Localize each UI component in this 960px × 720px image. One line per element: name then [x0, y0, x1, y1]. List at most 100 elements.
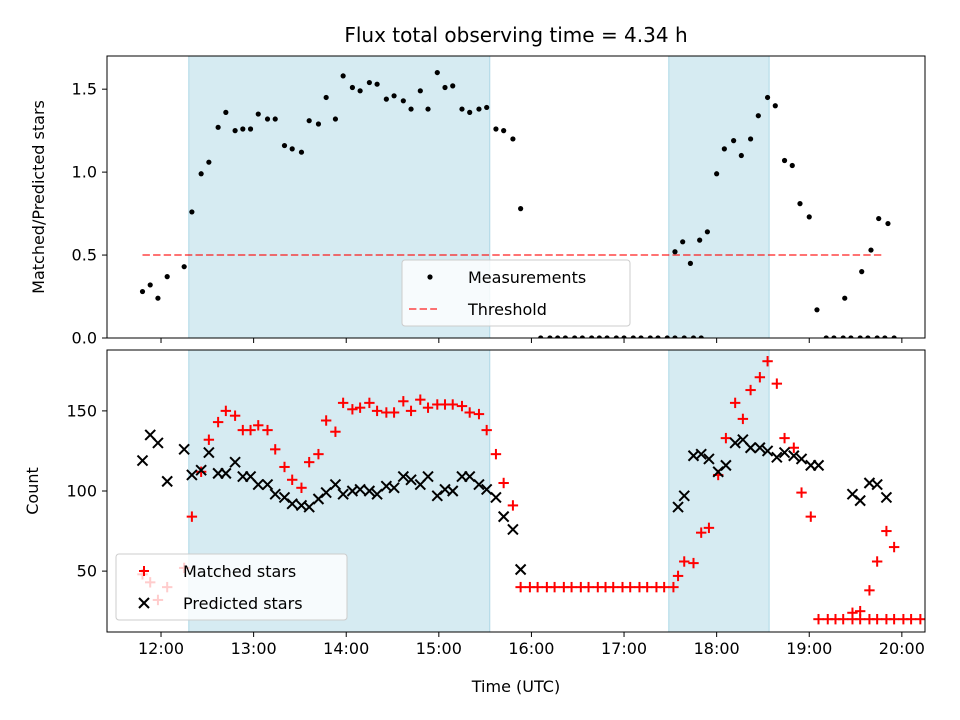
predicted-star-point: [672, 501, 684, 513]
legend: Measurements Threshold: [401, 259, 631, 327]
legend-label: Predicted stars: [183, 594, 303, 613]
measurement-point: [704, 229, 710, 235]
measurement-point: [731, 138, 737, 144]
measurement-point: [323, 94, 329, 101]
matched-star-point: [347, 404, 358, 415]
matched-star-point: [337, 397, 349, 409]
x-tick-label: 14:00: [323, 639, 369, 658]
matched-star-point: [583, 581, 594, 593]
measurement-point: [655, 335, 661, 338]
series-predicted-stars: [136, 429, 893, 576]
measurement-point: [831, 335, 837, 338]
legend-marker-measurements: [427, 274, 433, 280]
measurement-point: [450, 83, 456, 89]
measurement-point: [579, 335, 585, 338]
measurement-point: [865, 335, 871, 338]
matched-star-point: [905, 613, 917, 625]
legend-box: [401, 259, 631, 327]
predicted-star-point: [703, 453, 715, 465]
axes-frame: [106, 55, 926, 339]
matched-star-point: [779, 432, 790, 444]
matched-star-point: [422, 402, 434, 413]
matched-star-point: [796, 487, 807, 498]
measurement-point: [562, 335, 568, 338]
matched-star-point: [212, 416, 224, 428]
measurement-point: [789, 162, 795, 169]
predicted-star-point: [337, 488, 349, 500]
x-tick-label: 12:00: [138, 639, 184, 658]
measurement-point: [868, 247, 874, 253]
shaded-interval-2: [668, 350, 770, 632]
measurement-point: [721, 146, 727, 152]
predicted-star-point: [152, 437, 164, 449]
predicted-star-point: [447, 485, 459, 497]
y-tick-label: 100: [66, 482, 97, 501]
matched-star-point: [805, 511, 816, 522]
measurement-point: [215, 124, 221, 130]
measurement-point: [139, 288, 146, 295]
matched-star-point: [371, 405, 383, 417]
y-tick-label: 1.0: [72, 163, 97, 182]
measurement-point: [572, 335, 578, 338]
measurement-point: [240, 126, 246, 132]
legend-box: [115, 553, 348, 621]
matched-star-point: [279, 461, 290, 473]
predicted-star-point: [303, 501, 315, 513]
measurement-point: [383, 96, 389, 102]
predicted-star-point: [854, 494, 866, 507]
predicted-star-point: [252, 478, 264, 491]
predicted-star-point: [463, 470, 476, 483]
matched-star-point: [864, 585, 875, 596]
measurement-point: [459, 106, 465, 112]
matched-star-point: [287, 474, 298, 485]
matched-star-point: [658, 581, 670, 593]
measurement-point: [772, 103, 778, 109]
legend-marker-matched: [139, 566, 149, 576]
measurement-point: [690, 335, 697, 338]
measurement-point: [408, 106, 414, 112]
predicted-star-point: [788, 450, 800, 462]
matched-star-point: [813, 613, 824, 625]
predicted-star-point: [720, 459, 732, 472]
matched-star-point: [490, 448, 502, 460]
matched-star-point: [888, 541, 900, 553]
measurement-point: [664, 335, 670, 338]
measurement-point: [340, 73, 346, 79]
measurement-point: [738, 152, 744, 159]
measurement-point: [264, 116, 271, 122]
predicted-star-point: [744, 442, 757, 454]
y-axis-label: Matched/Predicted stars: [29, 100, 48, 294]
measurement-point: [518, 206, 524, 212]
predicted-star-point: [388, 482, 400, 494]
matched-star-point: [566, 581, 577, 593]
matched-star-point: [186, 511, 198, 522]
y-tick-label: 0.0: [72, 329, 97, 348]
measurement-point: [391, 93, 397, 99]
measurement-point: [332, 116, 339, 122]
matched-star-point: [464, 407, 475, 418]
matched-star-point: [915, 613, 925, 625]
matched-star-point: [549, 581, 560, 593]
measurement-point: [281, 142, 288, 149]
measurement-point: [206, 159, 212, 165]
matched-star-point: [262, 424, 273, 436]
predicted-star-point: [405, 474, 417, 486]
matched-star-point: [729, 397, 741, 409]
legend-label: Threshold: [467, 300, 547, 319]
measurement-point: [547, 335, 553, 338]
measurement-point: [891, 335, 897, 338]
measurement-point: [289, 146, 295, 152]
matched-star-point: [253, 420, 264, 431]
measurement-point: [755, 113, 761, 119]
predicted-star-point: [397, 470, 410, 483]
measurement-point: [538, 335, 544, 338]
measurement-point: [589, 335, 595, 338]
measurement-point: [555, 335, 561, 338]
predicted-star-point: [363, 485, 376, 497]
matched-star-point: [672, 570, 684, 582]
predicted-star-point: [761, 445, 774, 457]
x-tick-label: 16:00: [508, 639, 554, 658]
matched-star-point: [473, 408, 485, 420]
measurement-point: [198, 171, 204, 177]
